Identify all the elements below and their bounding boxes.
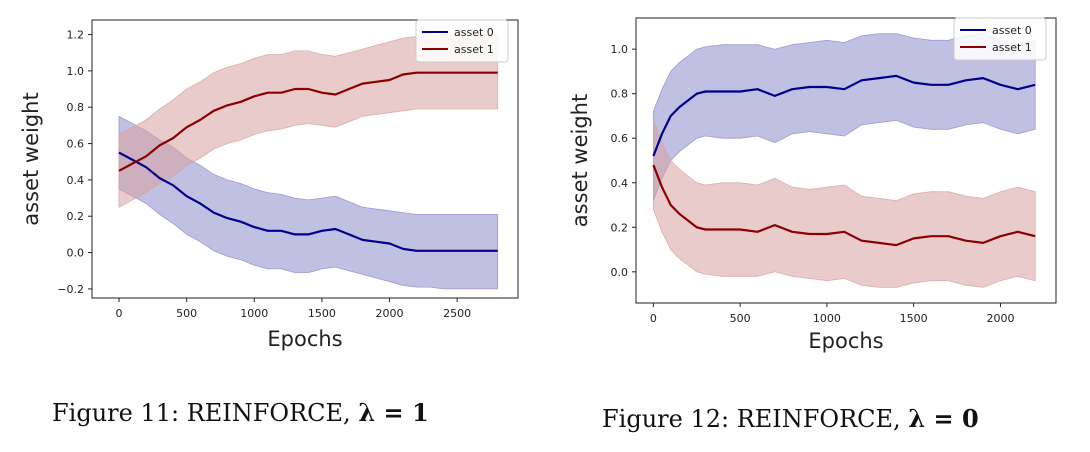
figure-12: 0 500 1000 1500 2000 0.0 0.2 0.4 0.6 0.8 1.0 Epochs… <box>545 0 1090 452</box>
x-tick-label: 2000 <box>376 307 404 320</box>
plot-frame <box>635 17 1057 304</box>
legend-label: asset 0 <box>992 24 1032 37</box>
y-tick-label: 1.2 <box>67 29 85 42</box>
line-asset-0 <box>118 151 498 252</box>
figure-12-caption: Figure 12: REINFORCE, λ = 0 <box>602 404 979 433</box>
x-tick-label: 1000 <box>813 312 841 325</box>
y-tick-label: 0.8 <box>67 101 85 114</box>
figure-11: 0 500 1000 1500 2000 2500 −0.2 0.0 0.2 0.4 0.6 0.8 1… <box>19 19 519 427</box>
y-tick-label: 0.2 <box>67 210 85 223</box>
line-asset-0 <box>652 74 1036 157</box>
band-asset-1 <box>653 120 1036 288</box>
line-asset-1 <box>652 164 1036 247</box>
legend-label: asset 0 <box>454 26 494 39</box>
figure-11-caption-math: λ = 1 <box>358 398 429 427</box>
figure-11-caption-prefix: Figure 11: REINFORCE, <box>52 399 359 427</box>
x-tick-label: 1500 <box>900 312 928 325</box>
y-tick-label: 0.4 <box>611 177 629 190</box>
legend-label: asset 1 <box>454 43 494 56</box>
x-tick-label: 0 <box>116 307 123 320</box>
figure-12-caption-math: λ = 0 <box>908 404 979 433</box>
chart-figure-12: 0 500 1000 1500 2000 0.0 0.2 0.4 0.6 0.8 1.0 Epochs… <box>568 17 1057 353</box>
chart-figure-11: 0 500 1000 1500 2000 2500 −0.2 0.0 0.2 0.4 0.6 0.8 1… <box>19 19 519 351</box>
legend: asset 0 asset 1 <box>415 19 509 63</box>
band-asset-0 <box>118 115 499 290</box>
x-tick-label: 1000 <box>240 307 268 320</box>
legend: asset 0 asset 1 <box>953 17 1047 61</box>
x-tick-label: 500 <box>730 312 751 325</box>
x-tick-label: 2500 <box>443 307 471 320</box>
x-axis-label: Epochs <box>808 329 883 353</box>
legend-box <box>953 17 1047 61</box>
y-tick-label: 1.0 <box>67 65 85 78</box>
x-tick-label: 1500 <box>308 307 336 320</box>
x-tick-label: 0 <box>650 312 657 325</box>
y-tick-label: 0.0 <box>67 247 85 260</box>
plot-frame <box>91 19 519 299</box>
figure-11-caption: Figure 11: REINFORCE, λ = 1 <box>52 398 429 427</box>
y-tick-label: 0.8 <box>611 88 629 101</box>
x-tick-label: 2000 <box>986 312 1014 325</box>
legend-label: asset 1 <box>992 41 1032 54</box>
y-tick-label: 0.4 <box>67 174 85 187</box>
y-tick-label: 0.0 <box>611 266 629 279</box>
y-axis-label: asset weight <box>19 92 43 225</box>
band-asset-0 <box>653 33 1036 201</box>
line-asset-1 <box>118 71 498 172</box>
y-tick-label: 0.6 <box>67 138 85 151</box>
x-axis-label: Epochs <box>267 327 342 351</box>
band-asset-1 <box>118 34 499 208</box>
y-tick-label: 0.6 <box>611 132 629 145</box>
y-tick-label: 0.2 <box>611 221 629 234</box>
y-axis-label: asset weight <box>568 94 592 227</box>
figure-12-caption-prefix: Figure 12: REINFORCE, <box>602 405 909 433</box>
x-tick-label: 500 <box>176 307 197 320</box>
y-tick-label: 1.0 <box>611 43 629 56</box>
legend-box <box>415 19 509 63</box>
y-tick-label: −0.2 <box>57 283 84 296</box>
